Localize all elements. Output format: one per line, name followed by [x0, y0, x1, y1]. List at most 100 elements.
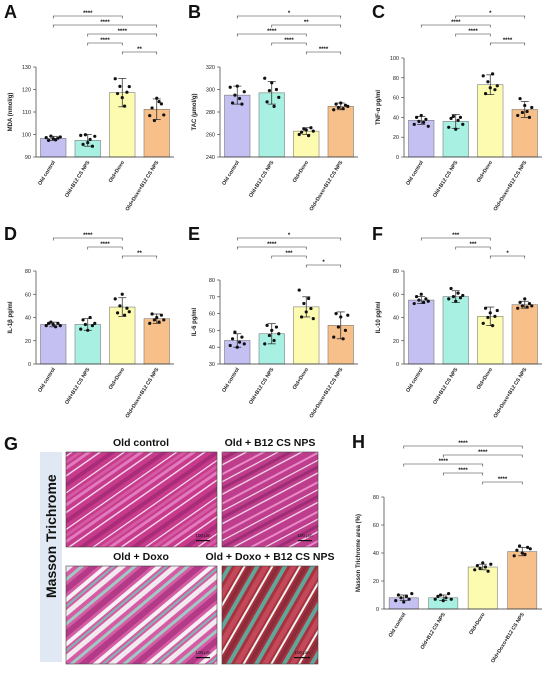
panel-letter-h: H — [352, 432, 365, 452]
data-point-old-doxo-b12 — [150, 106, 154, 110]
data-point-old-doxo — [473, 568, 477, 572]
data-point-old-doxo — [120, 292, 124, 296]
data-point-old-doxo — [299, 315, 304, 319]
data-point-old-doxo-b12 — [516, 113, 520, 118]
y-axis-label: TNF-α pg/ml — [376, 90, 382, 125]
data-point-old-control — [242, 342, 246, 346]
data-point-old-b12 — [447, 125, 451, 129]
stain-label-box — [40, 452, 62, 662]
scale-bar — [196, 657, 210, 659]
data-point-old-doxo-b12 — [520, 110, 525, 115]
y-tick-label: 40 — [393, 115, 399, 121]
data-point-old-doxo-b12 — [155, 96, 159, 100]
data-point-old-b12 — [267, 89, 272, 93]
y-tick-label: 40 — [393, 316, 399, 322]
data-point-old-b12 — [433, 597, 437, 601]
data-point-old-b12 — [451, 114, 456, 119]
data-point-old-doxo-b12 — [530, 105, 534, 110]
data-point-old-b12 — [461, 122, 465, 126]
scale-bar — [298, 540, 312, 542]
category-label-old-doxo: Old+Doxo — [108, 367, 126, 391]
significance-bracket — [236, 33, 307, 37]
data-point-old-doxo — [309, 126, 313, 130]
data-point-old-doxo-b12 — [516, 306, 520, 310]
data-point-old-control — [230, 337, 235, 341]
data-point-old-control — [235, 345, 239, 349]
data-point-old-doxo-b12 — [343, 328, 348, 332]
data-point-old-b12 — [88, 315, 92, 320]
category-label-old-b12: Old+B12 CS NPS — [64, 366, 92, 405]
data-point-old-b12 — [451, 294, 456, 299]
data-point-old-control — [240, 335, 244, 339]
data-point-old-doxo — [309, 306, 313, 311]
data-point-old-control — [412, 301, 416, 306]
data-point-old-doxo — [486, 80, 490, 84]
data-point-old-doxo — [127, 84, 131, 89]
y-tick-label: 20 — [393, 339, 399, 345]
data-point-old-doxo — [481, 561, 485, 565]
histology-title-old-doxo-b12: Old + Doxo + B12 CS NPS — [206, 551, 335, 563]
data-point-old-doxo-b12 — [332, 108, 336, 112]
data-point-old-b12 — [88, 137, 92, 142]
data-point-old-b12 — [265, 100, 269, 104]
significance-label: * — [489, 11, 492, 17]
data-point-old-doxo-b12 — [515, 548, 519, 552]
data-point-old-control — [228, 85, 232, 89]
data-point-old-control — [424, 117, 428, 121]
data-point-old-doxo-b12 — [162, 318, 166, 322]
significance-label: **** — [267, 29, 277, 35]
category-label-old-doxo: Old+Doxo — [108, 160, 126, 184]
data-point-old-doxo-b12 — [523, 552, 527, 557]
y-tick-label: 300 — [206, 88, 215, 94]
significance-label: **** — [319, 47, 329, 53]
panel-letter-f: F — [372, 224, 383, 244]
data-point-old-b12 — [265, 323, 269, 327]
data-point-old-b12 — [461, 293, 465, 298]
significance-label: * — [322, 260, 325, 266]
data-point-old-b12 — [83, 133, 88, 137]
data-point-old-doxo-b12 — [341, 337, 345, 341]
y-tick-label: 30 — [209, 362, 215, 368]
data-point-old-doxo — [125, 306, 129, 310]
data-point-old-control — [53, 325, 58, 329]
significance-label: *** — [452, 233, 460, 239]
data-point-old-doxo-b12 — [334, 102, 338, 106]
significance-bracket — [455, 15, 526, 19]
data-point-old-control — [424, 297, 428, 301]
y-tick-label: 120 — [22, 88, 31, 94]
data-point-old-doxo-b12 — [530, 304, 534, 308]
category-label-old-doxo-b12: Old+Doxo+B12 CS NPS — [125, 159, 161, 212]
significance-label: **** — [83, 11, 93, 17]
data-point-old-doxo-b12 — [339, 315, 343, 319]
significance-bracket — [482, 481, 523, 485]
data-point-old-control — [419, 113, 423, 118]
data-point-old-control — [56, 321, 60, 325]
data-point-old-control — [394, 599, 398, 603]
category-label-old-b12: Old+B12 CS NPS — [420, 611, 448, 650]
panel-letter-b: B — [188, 2, 201, 22]
significance-bracket — [236, 15, 342, 19]
data-point-old-doxo-b12 — [155, 315, 159, 320]
y-tick-label: 130 — [22, 65, 31, 71]
data-point-old-doxo — [118, 84, 122, 88]
significance-label: **** — [100, 38, 110, 44]
data-point-old-control — [396, 593, 400, 597]
panel-letter-g: G — [4, 434, 18, 454]
y-tick-label: 60 — [209, 312, 215, 318]
data-point-old-doxo-b12 — [523, 297, 527, 301]
micrograph-old-b12: 100 µm — [221, 451, 319, 548]
data-point-old-control — [235, 84, 239, 88]
significance-label: * — [288, 11, 291, 17]
data-point-old-control — [233, 330, 237, 334]
scale-bar-label: 100 µm — [297, 533, 312, 538]
data-point-old-doxo-b12 — [518, 300, 522, 304]
y-tick-label: 80 — [393, 269, 399, 275]
y-tick-label: 20 — [373, 579, 379, 585]
data-point-old-control — [53, 138, 58, 142]
data-point-old-b12 — [270, 328, 274, 332]
data-point-old-doxo-b12 — [527, 115, 532, 119]
data-point-old-doxo — [481, 74, 485, 78]
category-label-old-control: Old control — [388, 611, 408, 638]
data-point-old-doxo — [493, 314, 497, 318]
data-point-old-b12 — [83, 322, 88, 327]
